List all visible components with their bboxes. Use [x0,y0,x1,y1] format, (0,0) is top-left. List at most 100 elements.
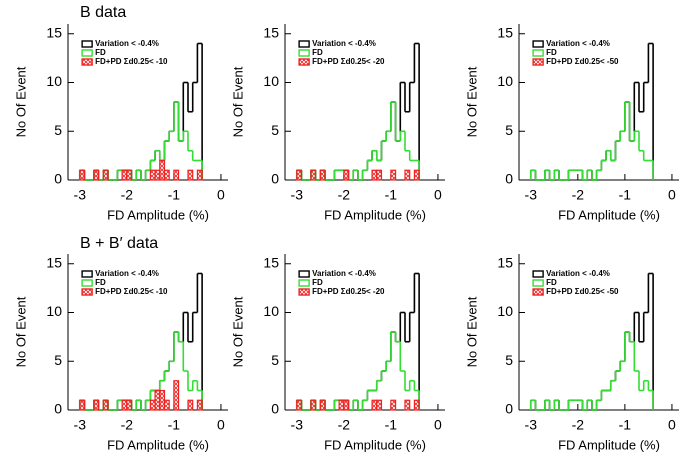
y-tick-label: 10 [263,303,279,319]
hatched-bar [121,399,128,411]
x-tick-label: 0 [434,187,442,203]
hatched-bar [343,169,350,181]
legend-label: FD [546,278,557,287]
legend-swatch [532,49,544,57]
y-tick-label: 15 [263,254,279,270]
legend-label: FD+PD Σd0.25< -20 [312,287,385,296]
panel: 0 5 10 15 -3 -2 -1 0 FD Amplitude (%) No Of Event… [464,254,679,452]
y-tick-label: 10 [497,73,513,89]
hatched-bar [79,169,86,181]
hatched-bar [121,169,128,181]
hatched-bar [319,399,326,411]
x-tick-label: 0 [668,187,676,203]
hatched-bar [296,169,303,181]
y-axis-label: No Of Event [464,66,479,137]
hatched-bar [196,399,203,411]
x-axis-label: FD Amplitude (%) [107,207,209,222]
hatched-bar [413,169,420,181]
x-tick-label: -2 [121,187,134,203]
legend-swatch [81,58,93,66]
legend-label: FD [312,278,323,287]
hatched-bar [102,169,109,181]
hatched-bar [187,169,194,181]
x-tick-label: 0 [217,417,225,433]
legend-label: Variation < -0.4% [312,269,376,278]
legend-label: FD+PD Σd0.25< -20 [312,57,385,66]
x-axis-label: FD Amplitude (%) [558,207,660,222]
y-tick-label: 10 [497,303,513,319]
legend-label: Variation < -0.4% [546,269,610,278]
x-axis-label: FD Amplitude (%) [107,437,209,452]
legend-swatch [298,40,310,48]
hatched-bar [310,399,317,411]
hatched-bar [196,169,203,181]
x-axis-label: FD Amplitude (%) [558,437,660,452]
x-tick-label: -2 [572,417,585,433]
hatched-bar [296,399,303,411]
hatched-bar [154,389,161,411]
x-tick-label: -2 [338,187,351,203]
x-tick-label: -1 [168,187,181,203]
legend-swatch [81,270,93,278]
hatched-bar [173,169,180,181]
x-tick-label: -2 [572,187,585,203]
legend-swatch [532,58,544,66]
y-tick-label: 0 [271,171,279,187]
x-tick-label: -3 [291,187,304,203]
x-tick-label: -1 [168,417,181,433]
legend-swatch [298,288,310,296]
y-axis-label: No Of Event [13,66,28,137]
legend-label: FD [95,48,106,57]
legend-swatch [532,270,544,278]
hatched-bar [343,399,350,411]
x-tick-label: -3 [74,187,87,203]
hatched-bar [319,169,326,181]
hatched-bar [149,169,156,181]
legend-swatch [298,58,310,66]
legend-label: FD+PD Σd0.25< -50 [546,57,619,66]
hatched-bar [159,389,166,411]
legend-swatch [532,40,544,48]
legend-swatch [81,279,93,287]
x-tick-label: -2 [338,417,351,433]
section-title: B + B′ data [80,235,158,252]
hatched-bar [371,169,378,181]
y-tick-label: 0 [54,171,62,187]
legend-label: FD+PD Σd0.25< -10 [95,57,168,66]
x-tick-label: -1 [385,417,398,433]
legend-swatch [81,288,93,296]
hatched-bar [126,399,133,411]
x-tick-label: -3 [525,417,538,433]
y-tick-label: 15 [497,24,513,40]
hatched-bar [376,169,383,181]
y-tick-label: 15 [46,254,62,270]
y-tick-label: 5 [505,122,513,138]
legend-label: FD [95,278,106,287]
x-tick-label: -3 [525,187,538,203]
y-tick-label: 5 [271,122,279,138]
legend-swatch [532,279,544,287]
hatched-bar [187,399,194,411]
hatched-bar [338,399,345,411]
hatched-bar [413,399,420,411]
hatched-bar [390,399,397,411]
hatched-bar [93,169,100,181]
y-tick-label: 5 [271,352,279,368]
x-tick-label: -1 [385,187,398,203]
hatched-bar [102,399,109,411]
legend-swatch [298,49,310,57]
hatched-bar [149,399,156,411]
y-tick-label: 0 [505,171,513,187]
y-axis-label: No Of Event [13,296,28,367]
y-axis-label: No Of Event [464,296,479,367]
legend-label: FD [546,48,557,57]
y-tick-label: 15 [263,24,279,40]
hatched-bar [163,169,170,181]
hatched-bar [154,169,161,181]
panel: 0 5 10 15 -3 -2 -1 0 FD Amplitude (%) No Of Event… [13,254,228,452]
x-tick-label: 0 [668,417,676,433]
hatched-bar [371,399,378,411]
x-axis-label: FD Amplitude (%) [324,207,426,222]
legend-swatch [81,49,93,57]
hatched-bar [404,399,411,411]
